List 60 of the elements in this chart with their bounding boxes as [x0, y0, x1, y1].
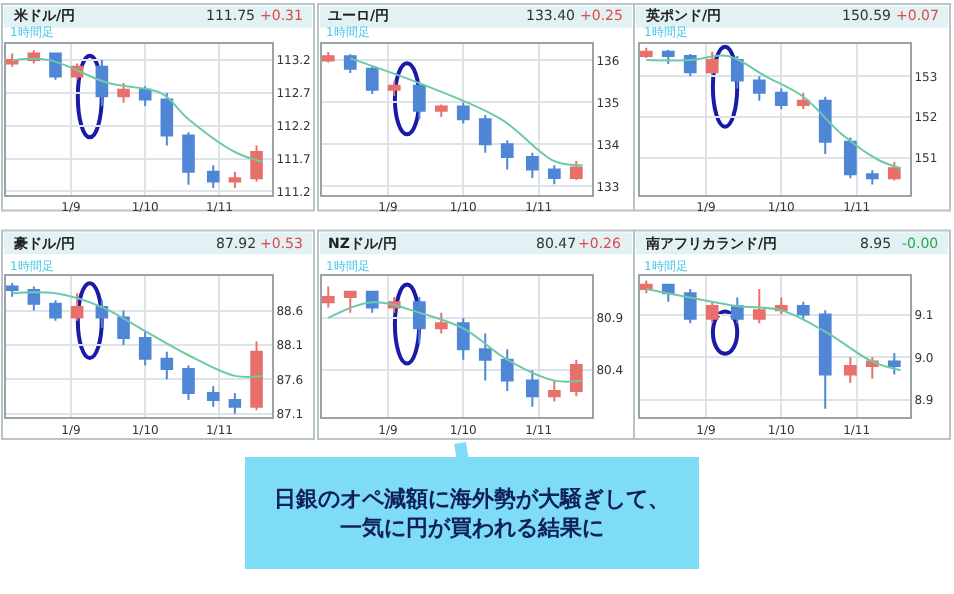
- candlestick: [547, 379, 561, 403]
- candlestick: [887, 161, 901, 182]
- candlestick: [500, 348, 514, 393]
- candlestick: [843, 356, 857, 384]
- candlestick: [228, 170, 242, 190]
- candlestick: [705, 50, 719, 76]
- candlestick: [365, 65, 379, 96]
- candlestick: [6, 282, 19, 298]
- candlestick: [322, 51, 335, 64]
- candlestick: [160, 350, 174, 381]
- candlestick: [456, 101, 470, 125]
- candlestick: [456, 316, 470, 361]
- candlestick: [412, 80, 426, 121]
- candlestick: [206, 164, 220, 190]
- candlestick: [343, 290, 357, 314]
- candlestick: [705, 300, 719, 325]
- candlestick: [138, 85, 152, 108]
- candlestick: [206, 385, 220, 408]
- candlestick: [865, 169, 879, 186]
- candlestick: [182, 131, 195, 186]
- candlestick: [117, 82, 130, 104]
- candlestick: [478, 114, 492, 154]
- candlestick: [774, 87, 788, 110]
- candlestick: [387, 80, 401, 98]
- candlestick: [250, 340, 263, 412]
- candlestick: [547, 164, 561, 186]
- candlestick: [478, 332, 492, 382]
- candlestick: [661, 48, 675, 66]
- candlestick: [500, 139, 514, 171]
- candlestick: [49, 299, 62, 322]
- candlestick: [818, 95, 832, 155]
- candlestick: [182, 364, 195, 401]
- candlestick: [250, 144, 263, 183]
- candlestick: [752, 287, 766, 325]
- candlestick: [730, 296, 744, 325]
- candlestick: [640, 46, 653, 59]
- candlestick: [49, 52, 62, 81]
- candlestick: [138, 330, 152, 367]
- candlestick: [95, 59, 109, 108]
- candlestick: [730, 54, 744, 90]
- candlestick: [117, 309, 130, 346]
- candlestick: [160, 91, 174, 147]
- candlestick: [70, 292, 84, 322]
- text: 日銀のオペ減額に海外勢が大騒ぎして、一気に円が買われる結果に: [274, 486, 670, 541]
- candlestick: [887, 352, 901, 376]
- candlestick: [796, 300, 810, 320]
- candlestick: [412, 296, 426, 346]
- candlestick: [525, 151, 539, 179]
- candlestick: [343, 53, 357, 75]
- candlestick: [569, 160, 583, 181]
- candlestick: [322, 285, 335, 309]
- candlestick: [683, 287, 697, 325]
- candlestick: [434, 103, 448, 119]
- candlestick: [752, 75, 766, 102]
- candlestick: [228, 392, 242, 415]
- candlestick: [569, 358, 583, 398]
- candlestick: [818, 309, 832, 410]
- candlestick: [525, 369, 539, 408]
- candlestick: [843, 136, 857, 180]
- candlestick: [434, 311, 448, 335]
